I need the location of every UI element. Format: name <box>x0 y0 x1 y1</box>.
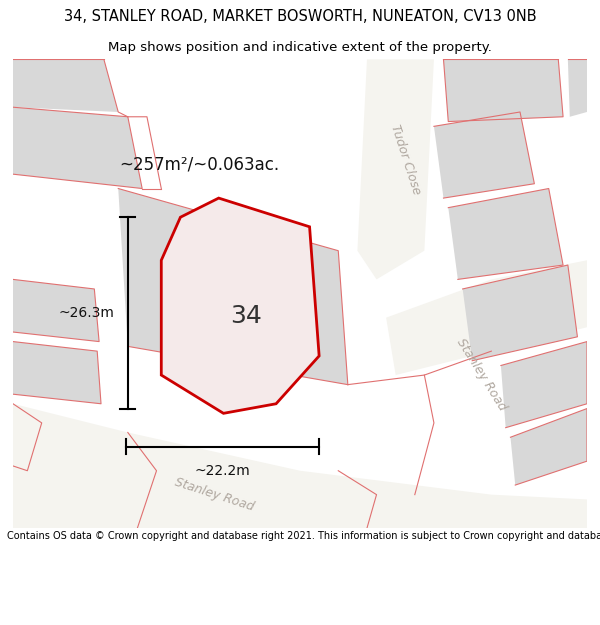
Polygon shape <box>13 342 101 404</box>
Text: ~26.3m: ~26.3m <box>59 306 115 320</box>
Polygon shape <box>434 112 535 198</box>
Text: Tudor Close: Tudor Close <box>388 123 422 196</box>
Polygon shape <box>463 265 577 361</box>
Text: Map shows position and indicative extent of the property.: Map shows position and indicative extent… <box>108 41 492 54</box>
Text: Stanley Road: Stanley Road <box>173 476 255 514</box>
Polygon shape <box>386 260 587 375</box>
Polygon shape <box>501 342 587 428</box>
Text: Stanley Road: Stanley Road <box>454 337 509 414</box>
Polygon shape <box>161 198 319 413</box>
Polygon shape <box>13 59 118 112</box>
Polygon shape <box>568 59 587 117</box>
Polygon shape <box>443 59 563 121</box>
Polygon shape <box>13 107 142 189</box>
Text: 34: 34 <box>230 304 262 328</box>
Polygon shape <box>13 279 99 342</box>
Text: ~257m²/~0.063ac.: ~257m²/~0.063ac. <box>119 156 280 174</box>
Polygon shape <box>511 409 587 485</box>
Text: ~22.2m: ~22.2m <box>194 464 250 478</box>
Polygon shape <box>358 59 434 279</box>
Polygon shape <box>448 189 563 279</box>
Text: Contains OS data © Crown copyright and database right 2021. This information is : Contains OS data © Crown copyright and d… <box>7 531 600 541</box>
Text: 34, STANLEY ROAD, MARKET BOSWORTH, NUNEATON, CV13 0NB: 34, STANLEY ROAD, MARKET BOSWORTH, NUNEA… <box>64 9 536 24</box>
Polygon shape <box>118 189 348 384</box>
Polygon shape <box>13 404 587 528</box>
